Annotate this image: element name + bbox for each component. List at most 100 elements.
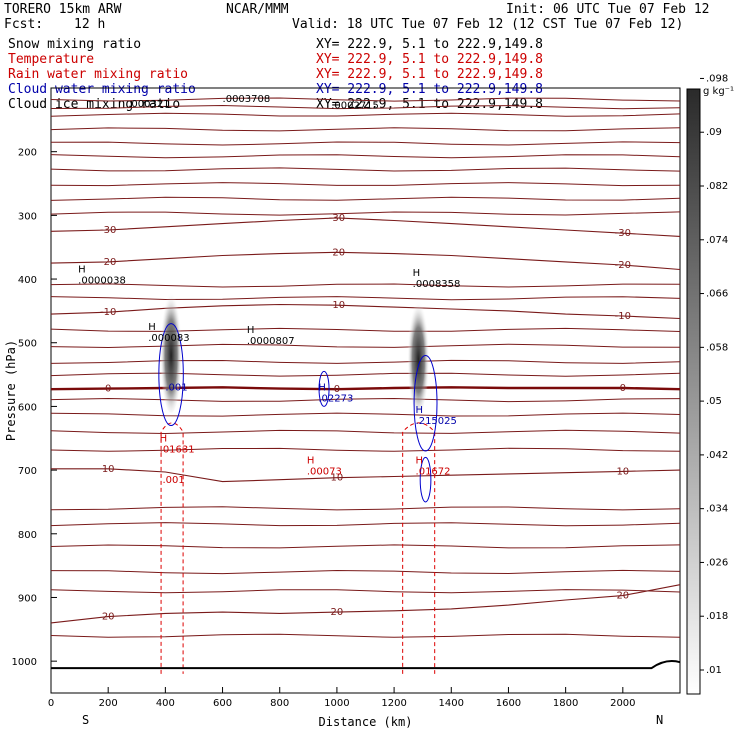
isotherm-line	[50, 141, 681, 146]
fcst-label: Fcst:	[4, 17, 43, 32]
colorbar-tick-label: .082	[706, 181, 728, 192]
maximum-value: .215025	[416, 416, 457, 427]
isotherm-line--30	[50, 217, 681, 237]
maximum-marker: H	[416, 405, 424, 416]
isotherm-label: -10	[615, 311, 631, 322]
x-tick-label: 0	[48, 698, 54, 709]
isotherm-line	[50, 522, 681, 527]
colorbar-tick-label: .026	[706, 557, 728, 568]
maximum-value: .0000038	[78, 276, 126, 287]
isotherm-line	[50, 429, 681, 435]
cloud-water-contour	[158, 323, 184, 427]
isotherm-line	[50, 283, 681, 288]
isotherm-label: -20	[615, 260, 631, 271]
rain-contour	[402, 422, 436, 674]
x-tick-label: 1400	[439, 698, 464, 709]
isotherm-line	[50, 167, 681, 172]
isotherm-line	[50, 633, 681, 638]
maximum-marker: H	[148, 322, 156, 333]
colorbar-tick-label: .042	[706, 450, 728, 461]
plot-frame	[50, 87, 681, 694]
isotherm-label: -20	[100, 257, 116, 268]
x-tick-label: 800	[270, 698, 289, 709]
isotherm-line	[50, 296, 681, 301]
isotherm-line--10	[50, 303, 681, 320]
header: TORERO 15km ARW NCAR/MMM Init: 06 UTC Tu…	[4, 2, 710, 32]
plot-area: -30 -30 -30 -20 -20 -20 -10 -10 -10 0 0 0 10 10 10 20 20…	[50, 94, 681, 674]
x-tick-label: 1000	[324, 698, 349, 709]
isotherm-label: 10	[331, 473, 344, 484]
y-axis-label: Pressure (hPa)	[4, 340, 18, 441]
isotherm-label: -20	[329, 247, 345, 258]
isotherm-line	[50, 127, 681, 132]
isotherm-line--20	[50, 251, 681, 271]
isotherm-line	[50, 412, 681, 417]
colorbar-tick-label: .05	[706, 396, 722, 407]
contour-value-label: .0003708	[223, 94, 271, 105]
y-tick-label: 700	[18, 466, 37, 477]
init-time: Init: 06 UTC Tue 07 Feb 12	[506, 2, 710, 17]
y-tick-label: 400	[18, 275, 37, 286]
field-xy: XY= 222.9, 5.1 to 222.9,149.8	[316, 67, 543, 82]
maximum-marker: H	[307, 456, 315, 467]
colorbar-tick-label: .01	[706, 665, 722, 676]
field-xy: XY= 222.9, 5.1 to 222.9,149.8	[316, 52, 543, 67]
colorbar-tick-label: .018	[706, 611, 728, 622]
x-tick-label: 1800	[553, 698, 578, 709]
isotherm-line	[50, 196, 681, 201]
north-label: N	[656, 713, 663, 727]
isotherm-line	[50, 154, 681, 159]
maximum-marker: H	[78, 265, 86, 276]
y-tick-label: 600	[18, 402, 37, 413]
isotherm-line	[50, 97, 681, 102]
maximum-value: .01672	[416, 467, 451, 478]
fcst-value: 12 h	[74, 17, 105, 32]
y-tick-label: 200	[18, 148, 37, 159]
y-tick-label: 900	[18, 593, 37, 604]
x-tick-label: 400	[156, 698, 175, 709]
maximum-value: .02273	[318, 394, 353, 405]
colorbar-ramp	[686, 88, 701, 695]
isotherm-label: -30	[615, 228, 631, 239]
model-title: TORERO 15km ARW	[4, 2, 122, 17]
x-tick-label: 2000	[610, 698, 635, 709]
maximum-value: .000083	[148, 333, 189, 344]
isotherm-label: 20	[102, 612, 115, 623]
contour-value-label: .001	[165, 383, 187, 394]
colorbar-tick-label: .066	[706, 289, 728, 300]
isotherm-label: 10	[102, 464, 115, 475]
colorbar-tick-label: .074	[706, 235, 728, 246]
isotherm-label: -10	[329, 300, 345, 311]
snow-shading	[160, 285, 183, 413]
isotherm-line	[50, 112, 681, 117]
isotherm-line	[50, 397, 681, 403]
field-name: Cloud water mixing ratio	[8, 82, 196, 97]
maximum-marker: H	[318, 383, 326, 394]
snow-shading	[407, 294, 430, 413]
y-tick-label: 1000	[12, 657, 37, 668]
contour-value-label: .0002715	[331, 100, 379, 111]
isotherm-line	[50, 327, 681, 332]
ground-line	[51, 660, 681, 670]
isotherm-line	[50, 359, 681, 364]
isotherm-label: 0	[620, 383, 626, 394]
contour-value-label: .000321	[128, 99, 169, 110]
y-tick-label: 300	[18, 211, 37, 222]
isotherm-label: -30	[100, 225, 116, 236]
colorbar-tick-label: .034	[706, 504, 728, 515]
field-xy: XY= 222.9, 5.1 to 222.9,149.8	[316, 37, 543, 52]
x-tick-label: 200	[99, 698, 118, 709]
maximum-value: .00073	[307, 467, 342, 478]
y-tick-label: 800	[18, 530, 37, 541]
colorbar-tick-label: .058	[706, 342, 728, 353]
x-tick-label: 600	[213, 698, 232, 709]
field-name: Rain water mixing ratio	[8, 67, 188, 82]
maximum-marker: H	[160, 433, 168, 444]
valid-time: Valid: 18 UTC Tue 07 Feb 12 (12 CST Tue …	[292, 17, 683, 32]
isotherm-line	[50, 569, 681, 575]
isotherm-line	[50, 182, 681, 187]
colorbar: g kg⁻¹ .01 .018 .026 .034 .042 .05 .058 .066 .07…	[686, 73, 734, 695]
contour-value-label: .001	[163, 475, 185, 486]
maximum-marker: H	[413, 268, 421, 279]
colorbar-tick-label: .09	[706, 127, 722, 138]
